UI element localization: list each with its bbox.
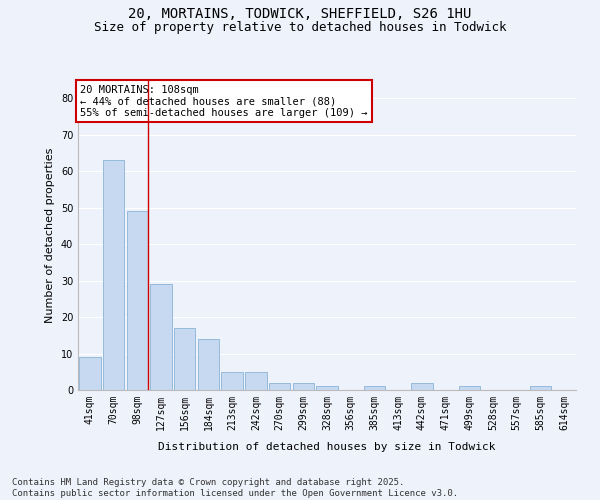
Bar xyxy=(174,328,196,390)
Text: Contains HM Land Registry data © Crown copyright and database right 2025.
Contai: Contains HM Land Registry data © Crown c… xyxy=(12,478,458,498)
Bar xyxy=(79,357,101,390)
Bar xyxy=(269,382,290,390)
Bar xyxy=(245,372,266,390)
Bar xyxy=(293,382,314,390)
Bar xyxy=(411,382,433,390)
Bar xyxy=(198,339,219,390)
Y-axis label: Number of detached properties: Number of detached properties xyxy=(45,148,55,322)
Text: Distribution of detached houses by size in Todwick: Distribution of detached houses by size … xyxy=(158,442,496,452)
Bar xyxy=(221,372,243,390)
Bar xyxy=(151,284,172,390)
Bar xyxy=(530,386,551,390)
Text: 20 MORTAINS: 108sqm
← 44% of detached houses are smaller (88)
55% of semi-detach: 20 MORTAINS: 108sqm ← 44% of detached ho… xyxy=(80,84,368,118)
Bar xyxy=(316,386,338,390)
Text: 20, MORTAINS, TODWICK, SHEFFIELD, S26 1HU: 20, MORTAINS, TODWICK, SHEFFIELD, S26 1H… xyxy=(128,8,472,22)
Text: Size of property relative to detached houses in Todwick: Size of property relative to detached ho… xyxy=(94,21,506,34)
Bar xyxy=(127,212,148,390)
Bar xyxy=(103,160,124,390)
Bar xyxy=(364,386,385,390)
Bar xyxy=(458,386,480,390)
